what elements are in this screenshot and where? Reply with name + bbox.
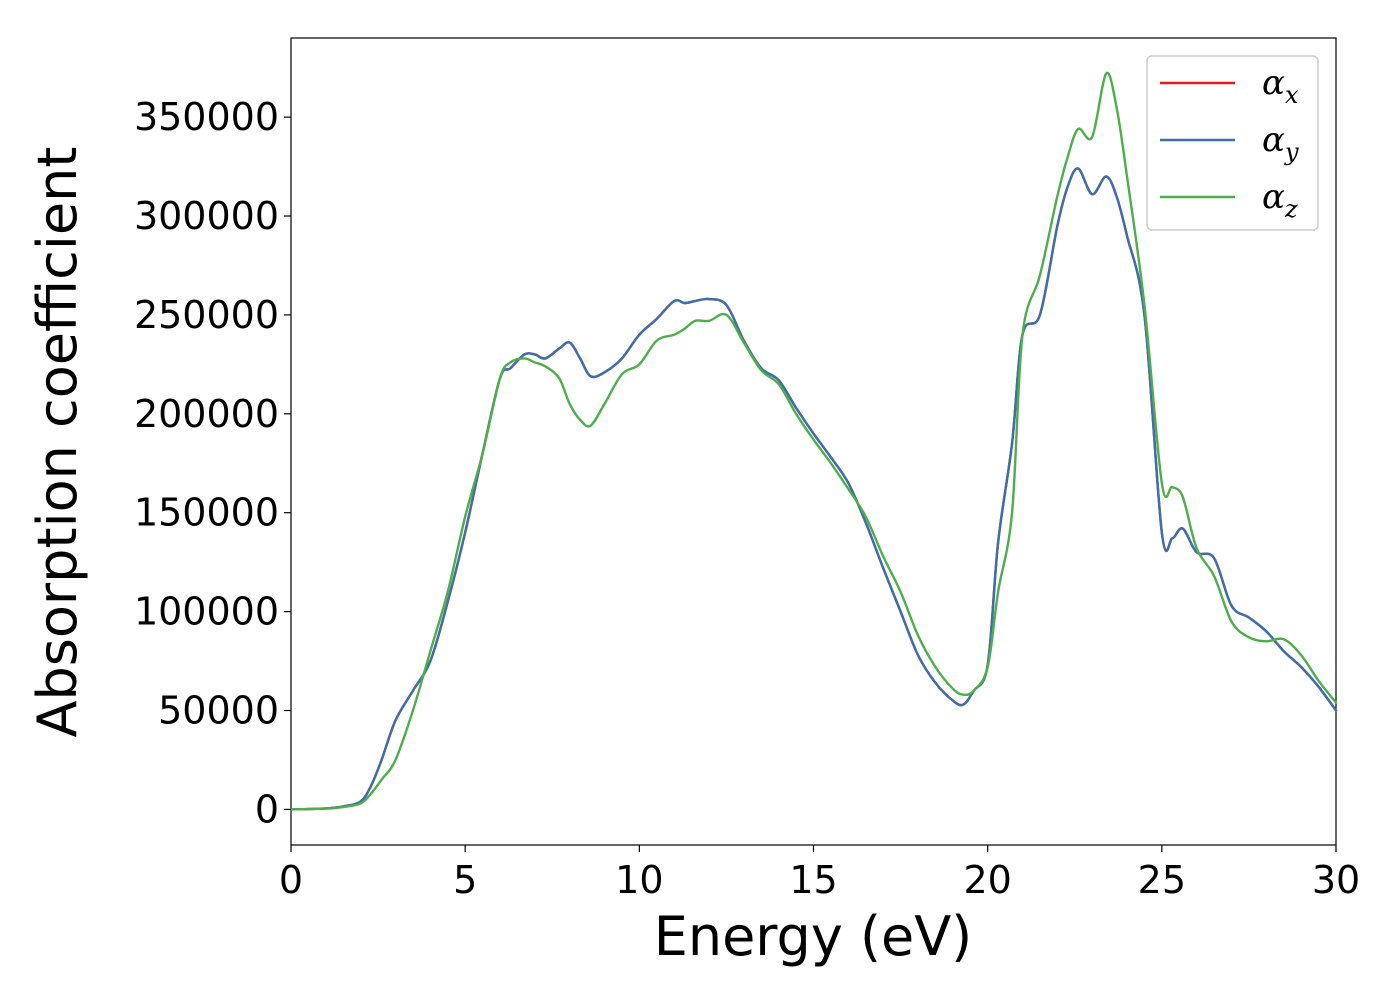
x-axis-title: Energy (eV) [654,905,973,968]
y-tick-label: 0 [255,787,279,831]
y-tick-label: 250000 [134,293,279,337]
y-tick-label: 200000 [134,392,279,436]
y-tick-label: 300000 [134,194,279,238]
x-tick-label: 15 [789,858,837,902]
y-tick-label: 100000 [134,590,279,634]
x-tick-label: 10 [615,858,663,902]
x-tick-label: 30 [1312,858,1360,902]
y-tick-label: 350000 [134,95,279,139]
x-tick-label: 25 [1138,858,1186,902]
series-line-z [289,71,1338,811]
legend-box [1146,55,1319,231]
ticks-layer: 0 5 10 15 20 25 30 0 50000 100000 150000 200000 2500… [134,95,1360,902]
series-layer [289,71,1338,811]
y-tick-label: 50000 [158,689,279,733]
x-tick-label: 0 [279,858,303,902]
x-tick-label: 5 [453,858,477,902]
y-tick-label: 150000 [134,491,279,535]
y-axis-title: Absorption coefficient [26,147,89,738]
x-tick-label: 20 [963,858,1011,902]
